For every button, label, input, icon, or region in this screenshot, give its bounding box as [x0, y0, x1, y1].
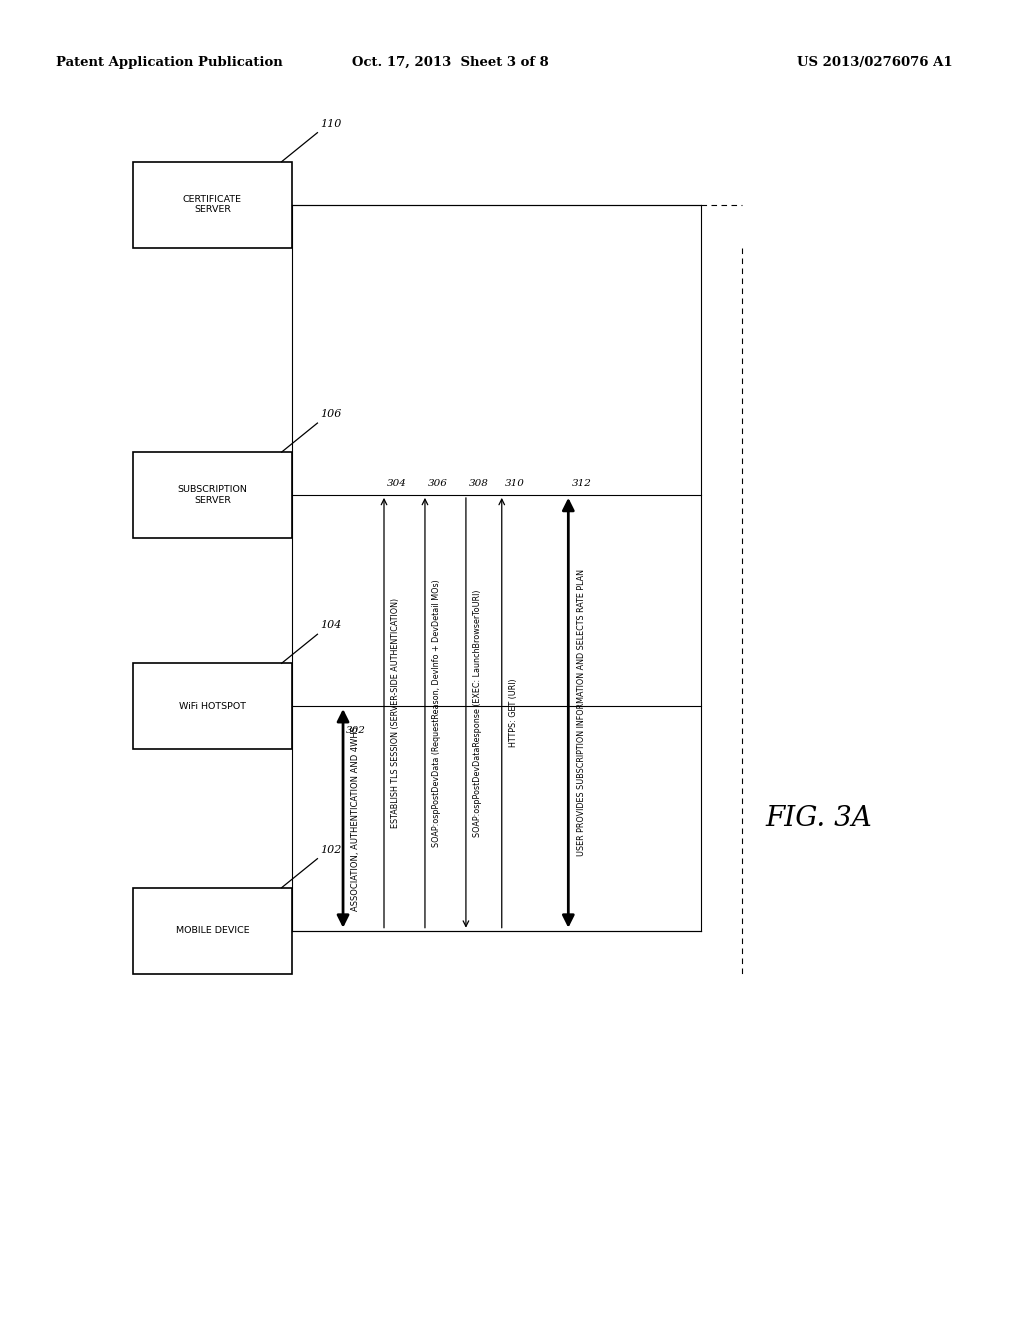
Bar: [133, 162, 292, 248]
Text: 302: 302: [346, 726, 366, 735]
Bar: [133, 664, 292, 750]
Text: 308: 308: [469, 479, 488, 488]
Bar: [133, 451, 292, 539]
Text: HTTPS: GET (URI): HTTPS: GET (URI): [509, 678, 518, 747]
Bar: [133, 888, 292, 974]
Text: 104: 104: [321, 620, 342, 630]
Text: ESTABLISH TLS SESSION (SERVER-SIDE AUTHENTICATION): ESTABLISH TLS SESSION (SERVER-SIDE AUTHE…: [391, 598, 400, 828]
Text: SOAP:ospPostDevData (RequestReason, DevInfo + DevDetail MOs): SOAP:ospPostDevData (RequestReason, DevI…: [432, 579, 441, 846]
Text: USER PROVIDES SUBSCRIPTION INFORMATION AND SELECTS RATE PLAN: USER PROVIDES SUBSCRIPTION INFORMATION A…: [577, 569, 586, 857]
Text: Patent Application Publication: Patent Application Publication: [56, 55, 283, 69]
Text: 312: 312: [571, 479, 591, 488]
Text: FIG. 3A: FIG. 3A: [766, 805, 872, 832]
Text: 310: 310: [505, 479, 524, 488]
Text: 306: 306: [428, 479, 447, 488]
Text: WiFi HOTSPOT: WiFi HOTSPOT: [179, 702, 246, 710]
Text: SOAP:ospPostDevDataResponse (EXEC: LaunchBrowserToURI): SOAP:ospPostDevDataResponse (EXEC: Launc…: [473, 589, 482, 837]
Text: 110: 110: [321, 119, 342, 129]
Text: ASSOCIATION, AUTHENTICATION AND 4WHS: ASSOCIATION, AUTHENTICATION AND 4WHS: [351, 726, 360, 911]
Text: MOBILE DEVICE: MOBILE DEVICE: [176, 927, 249, 935]
Text: 304: 304: [387, 479, 407, 488]
Text: CERTIFICATE
SERVER: CERTIFICATE SERVER: [183, 195, 242, 214]
Text: 102: 102: [321, 845, 342, 855]
Text: SUBSCRIPTION
SERVER: SUBSCRIPTION SERVER: [177, 486, 248, 504]
Text: 106: 106: [321, 409, 342, 420]
Text: US 2013/0276076 A1: US 2013/0276076 A1: [797, 55, 952, 69]
Text: Oct. 17, 2013  Sheet 3 of 8: Oct. 17, 2013 Sheet 3 of 8: [352, 55, 549, 69]
